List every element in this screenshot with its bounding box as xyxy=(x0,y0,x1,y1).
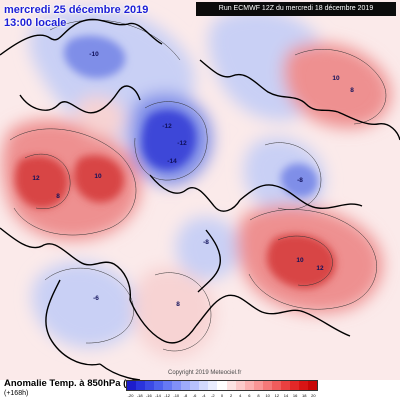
legend-swatch xyxy=(154,381,164,390)
legend-swatch xyxy=(289,381,299,390)
value-label: 8 xyxy=(56,193,60,200)
coastline-us-atlantic xyxy=(45,279,101,366)
value-label: -14 xyxy=(167,158,177,165)
map-canvas: -12 -14 -12 -10 -8 12 10 8 10 12 10 8 -6… xyxy=(0,0,400,380)
value-label: 10 xyxy=(94,173,102,180)
legend-tick-label: 8 xyxy=(257,393,260,398)
color-scale-legend xyxy=(126,380,318,391)
legend-swatch xyxy=(127,381,137,390)
legend-swatch xyxy=(244,381,254,390)
legend-swatch xyxy=(253,381,263,390)
value-label: 10 xyxy=(296,257,304,264)
value-label: 12 xyxy=(316,265,324,272)
legend-tick-label: -6 xyxy=(192,393,197,398)
coastline-atlantic-europe xyxy=(129,299,197,344)
legend-tick-label: -12 xyxy=(164,393,171,398)
anomaly-map: -12 -14 -12 -10 -8 12 10 8 10 12 10 8 -6… xyxy=(0,0,400,380)
coastline-europe-asia xyxy=(195,294,351,337)
coastline-greenland xyxy=(149,174,241,212)
value-labels: -12 -14 -12 -10 -8 12 10 8 10 12 10 8 -6… xyxy=(32,51,354,308)
forecast-lead-time: (+168h) xyxy=(4,390,29,397)
legend-tick-label: 0 xyxy=(220,393,224,398)
legend-tick-label: 12 xyxy=(274,393,280,398)
isoline xyxy=(294,49,387,125)
coastline-north-america-arctic xyxy=(0,18,163,56)
model-run-info: Run ECMWF 12Z du mercredi 18 décembre 20… xyxy=(196,2,396,16)
legend-swatch xyxy=(262,381,272,390)
value-label: 12 xyxy=(32,175,40,182)
legend-swatch xyxy=(271,381,281,390)
cold-core-north xyxy=(63,35,126,79)
legend-swatch xyxy=(307,381,317,390)
anomaly-cores xyxy=(14,35,363,289)
cold-core-siberia xyxy=(280,163,318,198)
value-label: 8 xyxy=(176,301,180,308)
legend-tick-label: 10 xyxy=(265,393,270,398)
isoline xyxy=(154,272,212,352)
legend-tick-label: 14 xyxy=(283,393,289,398)
isoline xyxy=(248,209,377,310)
legend-tick-label: -4 xyxy=(201,393,206,398)
value-label: -10 xyxy=(89,51,99,58)
legend-tick-label: 18 xyxy=(302,393,307,398)
value-label: -8 xyxy=(297,177,303,184)
legend-tick-label: 16 xyxy=(292,393,298,398)
value-label: -6 xyxy=(93,295,99,302)
warm-core-asia xyxy=(266,234,336,289)
coastlines xyxy=(0,18,400,380)
isoline xyxy=(9,128,137,236)
coastline-hudson xyxy=(19,85,141,114)
legend-swatch xyxy=(298,381,308,390)
legend-swatch xyxy=(145,381,155,390)
forecast-date-title: mercredi 25 décembre 2019 xyxy=(4,4,149,16)
legend-tick-label: 20 xyxy=(311,393,316,398)
coastline-scandinavia xyxy=(197,229,221,293)
legend-tick-label: -16 xyxy=(145,393,152,398)
legend-swatch xyxy=(172,381,182,390)
legend-tick-label: -8 xyxy=(183,393,188,398)
legend-swatch xyxy=(235,381,245,390)
legend-swatch xyxy=(217,381,227,390)
legend-swatch xyxy=(208,381,218,390)
legend-tick-label: -18 xyxy=(136,393,143,398)
coastline-canada-south xyxy=(0,227,131,301)
cold-core-center xyxy=(141,110,196,170)
forecast-time-title: 13:00 locale xyxy=(4,17,67,29)
legend-tick-label: -20 xyxy=(127,393,134,398)
value-label: -12 xyxy=(177,140,187,147)
value-label: 10 xyxy=(332,75,340,82)
legend-swatch xyxy=(226,381,236,390)
legend-swatch xyxy=(181,381,191,390)
legend-swatch xyxy=(163,381,173,390)
color-scale-ticks: -20 -18 -16 -14 -12 -10 -8 -6 -4 -2 0 2 4 6 8 10 12 14 16 1… xyxy=(126,392,318,399)
legend-tick-label: -2 xyxy=(211,393,215,398)
legend-tick-label: -10 xyxy=(173,393,180,398)
warm-core-pacific xyxy=(314,62,363,102)
value-label: -12 xyxy=(162,123,172,130)
value-label: -8 xyxy=(203,239,209,246)
warm-core-canada-west xyxy=(14,155,69,209)
coastline-asia-north xyxy=(239,184,363,209)
legend-tick-label: 4 xyxy=(239,393,242,398)
legend-tick-label: 6 xyxy=(248,393,251,398)
legend-tick-label: -14 xyxy=(155,393,161,398)
warm-core-canada-east xyxy=(73,155,125,203)
warm-region-canada xyxy=(1,119,141,241)
coastline-pacific-east xyxy=(337,111,400,141)
legend-tick-label: 2 xyxy=(230,393,233,398)
warm-region-greenland-west xyxy=(76,96,125,137)
legend-swatch xyxy=(199,381,209,390)
isoline xyxy=(134,101,208,181)
map-variable-title: Anomalie Temp. à 850hPa (°C) xyxy=(4,378,141,389)
legend-swatch xyxy=(136,381,146,390)
copyright-notice: Copyright 2019 Meteociel.fr xyxy=(168,370,242,376)
coastline-caribbean xyxy=(99,363,141,380)
cold-region-scandinavia xyxy=(175,216,240,280)
coastline-siberia-north xyxy=(199,59,339,113)
value-label: 8 xyxy=(350,87,354,94)
legend-swatch xyxy=(280,381,290,390)
legend-swatch xyxy=(190,381,200,390)
